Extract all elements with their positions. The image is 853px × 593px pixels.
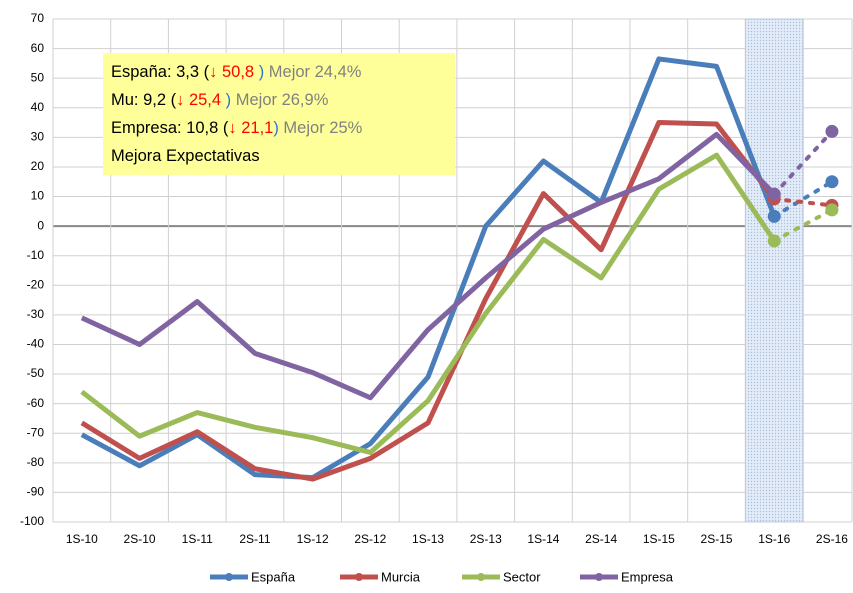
x-tick-label: 2S-15: [701, 532, 733, 546]
annotation-line: Mu: 9,2 (↓ 25,4 ) Mejor 26,9%: [111, 91, 329, 109]
x-tick-label: 1S-12: [297, 532, 329, 546]
point: [767, 187, 781, 201]
annotation-part: Mu: 9,2 (: [111, 91, 177, 109]
legend-marker: [355, 573, 363, 581]
legend-label: España: [251, 569, 296, 584]
y-tick-label: -60: [27, 396, 45, 410]
annotation-part: ↓ 50,8: [209, 63, 254, 81]
x-tick-label: 2S-13: [470, 532, 502, 546]
annotation-line: España: 3,3 (↓ 50,8 ) Mejor 24,4%: [111, 63, 362, 81]
annotation-part: Mejor 25%: [279, 119, 363, 137]
point: [825, 175, 839, 189]
forecast-line: [772, 179, 834, 219]
annotation-part: Mejora Expectativas: [111, 147, 260, 165]
x-tick-label: 1S-14: [527, 532, 559, 546]
y-tick-label: 20: [31, 159, 45, 173]
annotation-part: Mejor 24,4%: [264, 63, 362, 81]
point: [767, 209, 781, 223]
x-tick-label: 2S-12: [354, 532, 386, 546]
y-tick-label: -40: [27, 337, 45, 351]
y-tick-label: -10: [27, 248, 45, 262]
legend-marker: [595, 573, 603, 581]
legend-marker: [225, 573, 233, 581]
forecast-line: [772, 207, 834, 243]
x-tick-label: 1S-11: [182, 532, 213, 546]
y-tick-label: 60: [31, 41, 45, 55]
forecast-line: [772, 196, 834, 208]
y-tick-label: 40: [31, 100, 45, 114]
y-tick-label: 50: [31, 70, 45, 84]
series-line: [80, 131, 777, 401]
point: [825, 203, 839, 217]
series-line: [80, 120, 777, 482]
annotation-part: ): [254, 63, 264, 81]
annotation-box: [103, 53, 455, 175]
y-tick-label: 0: [37, 218, 44, 232]
point: [767, 234, 781, 248]
x-tick-label: 1S-10: [66, 532, 98, 546]
y-tick-label: 10: [31, 189, 45, 203]
y-tick-label: -100: [20, 514, 44, 528]
y-tick-label: 30: [31, 130, 45, 144]
highlight-band: [744, 18, 804, 523]
forecast-line: [772, 129, 834, 197]
y-tick-label: 70: [31, 11, 45, 25]
legend-label: Murcia: [381, 569, 421, 584]
annotation-part: ↓ 25,4: [176, 91, 221, 109]
x-tick-label: 1S-15: [643, 532, 675, 546]
y-tick-label: -20: [27, 277, 45, 291]
annotation-part: España: 3,3 (: [111, 63, 210, 81]
annotation-part: ↓ 21,1: [228, 119, 273, 137]
legend-marker: [477, 573, 485, 581]
x-tick-label: 2S-14: [585, 532, 617, 546]
y-tick-label: -50: [27, 366, 45, 380]
point: [825, 124, 839, 138]
x-tick-label: 2S-10: [124, 532, 156, 546]
annotation-line: Empresa: 10,8 (↓ 21,1) Mejor 25%: [111, 119, 363, 137]
annotation-part: Mejor 26,9%: [231, 91, 329, 109]
annotation-line: Mejora Expectativas: [111, 147, 260, 165]
annotation-part: Empresa: 10,8 (: [111, 119, 229, 137]
y-tick-label: -90: [27, 485, 45, 499]
legend-label: Sector: [503, 569, 541, 584]
annotation-part: ): [221, 91, 231, 109]
y-tick-label: -80: [27, 455, 45, 469]
annotation-part: ): [273, 119, 279, 137]
y-tick-label: -70: [27, 425, 45, 439]
x-tick-label: 2S-11: [239, 532, 270, 546]
y-tick-label: -30: [27, 307, 45, 321]
x-tick-label: 2S-16: [816, 532, 848, 546]
x-tick-label: 1S-16: [758, 532, 790, 546]
x-tick-label: 1S-13: [412, 532, 444, 546]
series-line: [80, 152, 777, 455]
legend-label: Empresa: [621, 569, 674, 584]
